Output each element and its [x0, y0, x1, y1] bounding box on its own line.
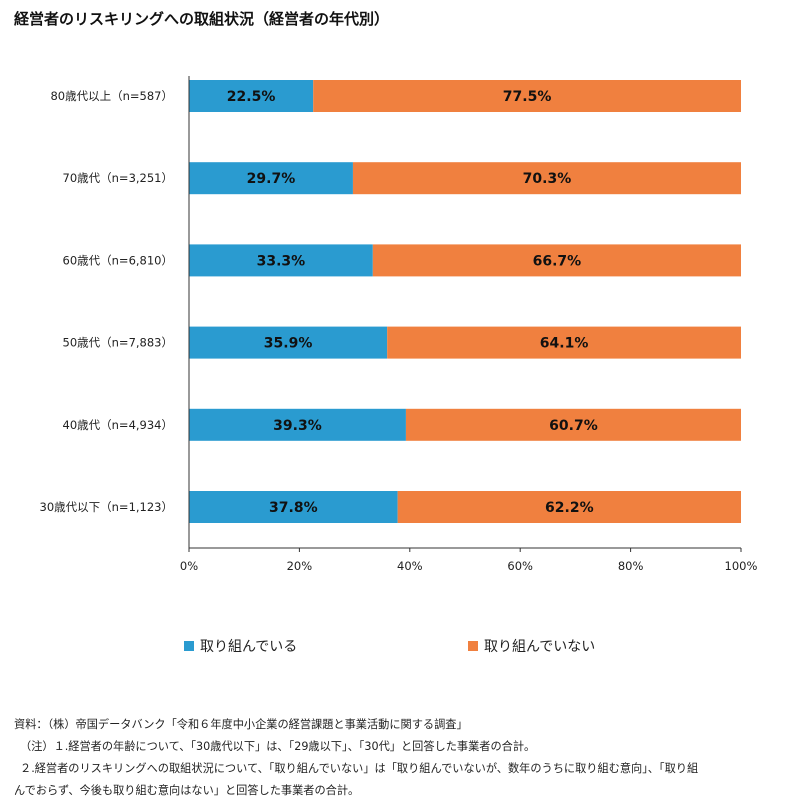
category-label-5: 30歳代以下（n=1,123）	[40, 500, 173, 514]
legend-swatch-orange	[468, 641, 478, 651]
data-label-0-1: 29.7%	[247, 171, 296, 187]
legend-label-1: 取り組んでいない	[484, 639, 596, 655]
category-label-1: 70歳代（n=3,251）	[63, 171, 173, 185]
category-label-2: 60歳代（n=6,810）	[63, 253, 173, 267]
note-2: ２.経営者のリスキリングへの取組状況について、「取り組んでいない」は「取り組んで…	[20, 762, 699, 775]
data-label-0-4: 39.3%	[273, 418, 322, 434]
legend-item-series-1: 取り組んでいない	[468, 636, 595, 656]
bar-1-1	[352, 162, 741, 195]
chart-title: 経営者のリスキリングへの取組状況（経営者の年代別）	[14, 10, 390, 28]
data-label-0-5: 37.8%	[269, 500, 318, 516]
category-label-4: 40歳代（n=4,934）	[63, 418, 173, 432]
data-label-1-5: 62.2%	[545, 500, 594, 516]
data-label-0-2: 33.3%	[257, 253, 306, 269]
x-tick-label-5: 100%	[725, 559, 758, 573]
footnotes: 資料：（株）帝国データバンク「令和６年度中小企業の経営課題と事業活動に関する調査…	[14, 714, 784, 802]
legend-swatch-blue	[184, 641, 194, 651]
data-label-1-1: 70.3%	[523, 171, 572, 187]
x-tick-label-2: 40%	[397, 559, 423, 573]
bar-0-2	[189, 244, 373, 277]
bar-0-5	[189, 491, 398, 523]
data-label-1-4: 60.7%	[549, 418, 598, 434]
data-label-0-3: 35.9%	[264, 336, 313, 352]
bar-1-3	[387, 326, 741, 359]
x-tick-label-0: 0%	[180, 559, 198, 573]
note-2-cont: んでおらず、今後も取り組む意向はない」と回答した事業者の合計。	[14, 784, 360, 797]
bar-1-0	[313, 80, 741, 112]
bar-0-1	[189, 162, 353, 195]
legend-label-0: 取り組んでいる	[200, 639, 298, 655]
category-label-3: 50歳代（n=7,883）	[63, 336, 173, 350]
data-label-1-0: 77.5%	[503, 89, 552, 105]
category-label-0: 80歳代以上（n=587）	[50, 89, 173, 103]
data-label-0-0: 22.5%	[227, 89, 276, 105]
x-tick-label-3: 60%	[507, 559, 533, 573]
note-source: 資料：（株）帝国データバンク「令和６年度中小企業の経営課題と事業活動に関する調査…	[14, 718, 468, 731]
bar-1-4	[405, 408, 741, 441]
stacked-bar-chart: 22.5% 77.5% 80歳代以上（n=587） 29.7% 70.3% 70歳代（n=…	[40, 76, 758, 573]
note-1: （注）１.経営者の年齢について、「30歳代以下」は、「29歳以下」、「30代」と…	[20, 740, 536, 753]
bar-0-4	[189, 408, 406, 441]
bar-0-0	[189, 80, 314, 112]
data-label-1-3: 64.1%	[540, 336, 589, 352]
bar-1-5	[397, 491, 741, 523]
data-label-1-2: 66.7%	[533, 253, 582, 269]
bar-1-2	[372, 244, 741, 277]
legend-item-series-0: 取り組んでいる	[184, 636, 297, 656]
x-tick-label-4: 80%	[618, 559, 644, 573]
x-tick-label-1: 20%	[287, 559, 313, 573]
bar-0-3	[189, 326, 388, 359]
